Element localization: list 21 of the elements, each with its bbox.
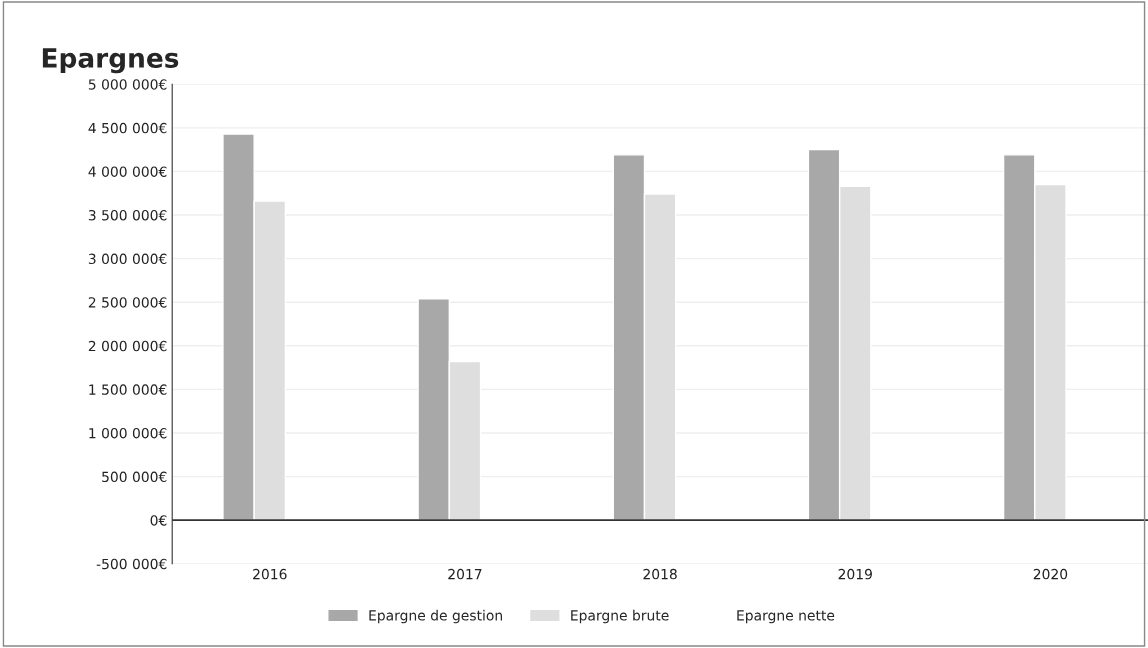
y-tick-label: 500 000€ — [102, 471, 167, 483]
y-tick-label: -500 000€ — [96, 558, 167, 570]
y-tick-label: 4 000 000€ — [88, 166, 167, 177]
y-tick-label: 4 500 000€ — [88, 122, 167, 134]
x-tick-label: 2019 — [838, 568, 872, 580]
y-tick-label: 0€ — [150, 515, 167, 526]
y-tick-label: 3 500 000€ — [88, 209, 167, 221]
x-tick-label: 2020 — [1033, 568, 1068, 580]
y-tick-label: 3 000 000€ — [88, 253, 167, 265]
legend-label: Epargne de gestion — [369, 609, 502, 624]
text: Epargne nette — [737, 610, 835, 624]
y-tick-label: 5 000 000€ — [88, 79, 167, 90]
chart-title: Epargnes — [42, 48, 179, 74]
x-tick-label: 2017 — [448, 568, 482, 580]
y-tick-label: 2 500 000€ — [88, 297, 167, 308]
y-tick-label: 2 000 000€ — [88, 340, 167, 352]
legend-label: Epargne brute — [571, 609, 669, 624]
y-tick-label: 1 500 000€ — [89, 384, 167, 395]
x-tick-label: 2018 — [643, 568, 677, 580]
x-tick-label: 2016 — [253, 568, 287, 580]
y-tick-label: 1 000 000€ — [89, 427, 167, 439]
